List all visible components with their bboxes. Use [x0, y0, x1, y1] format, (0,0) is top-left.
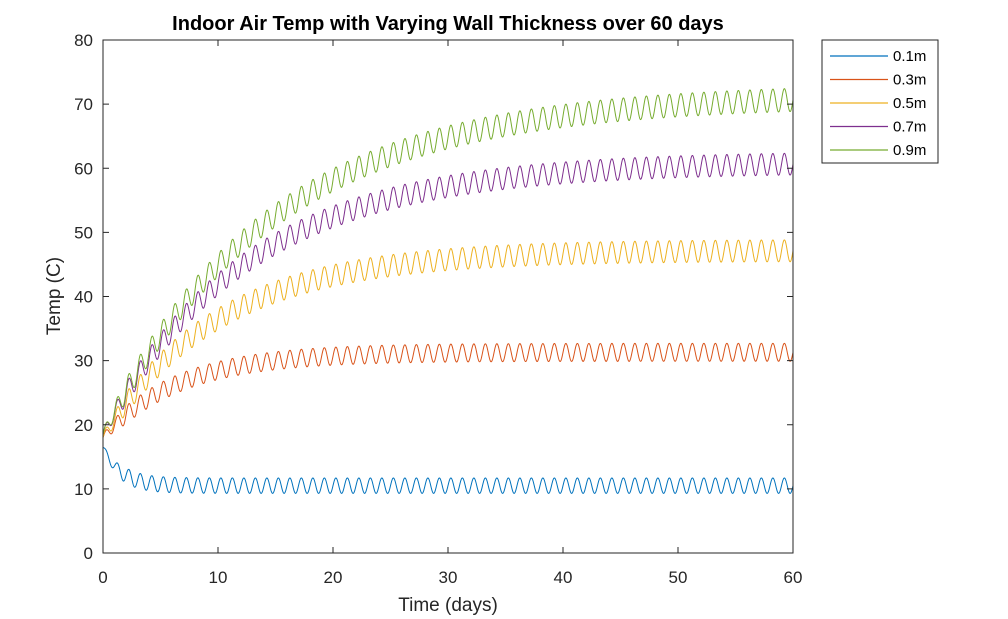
legend-label: 0.9m — [893, 142, 926, 159]
chart-title: Indoor Air Temp with Varying Wall Thickn… — [172, 13, 724, 35]
series-layer — [102, 88, 794, 494]
y-tick-label: 60 — [74, 159, 93, 178]
legend-box — [821, 39, 939, 164]
x-tick-label: 0 — [98, 568, 107, 587]
legend-label: 0.7m — [893, 119, 926, 136]
legend: 0.1m 0.3m 0.5m 0.7m 0.9m — [821, 39, 939, 164]
y-tick-label: 70 — [74, 95, 93, 114]
x-tick-label: 60 — [784, 568, 803, 587]
y-tick-label: 80 — [74, 31, 93, 50]
y-tick-label: 10 — [74, 480, 93, 499]
tick-layer: 0 10 20 30 40 50 60 0 10 20 30 40 50 60 70 80 — [74, 31, 802, 587]
x-tick-label: 10 — [209, 568, 228, 587]
legend-label: 0.5m — [893, 95, 926, 112]
series-line-0.3m — [102, 342, 794, 438]
y-tick-label: 50 — [74, 223, 93, 242]
plot-area — [103, 40, 793, 553]
x-tick-label: 40 — [554, 568, 573, 587]
series-line-0.9m — [102, 88, 794, 435]
y-axis-label: Temp (C) — [44, 257, 65, 335]
x-tick-label: 20 — [324, 568, 343, 587]
legend-label: 0.3m — [893, 72, 926, 89]
y-tick-label: 20 — [74, 416, 93, 435]
series-line-0.1m — [102, 446, 794, 494]
x-tick-label: 30 — [439, 568, 458, 587]
y-tick-label: 40 — [74, 288, 93, 307]
y-tick-label: 0 — [84, 544, 93, 563]
legend-label: 0.1m — [893, 48, 926, 65]
series-line-0.5m — [102, 239, 794, 438]
series-line-0.7m — [102, 152, 794, 435]
x-tick-label: 50 — [669, 568, 688, 587]
x-axis-label: Time (days) — [398, 595, 498, 616]
y-tick-label: 30 — [74, 352, 93, 371]
